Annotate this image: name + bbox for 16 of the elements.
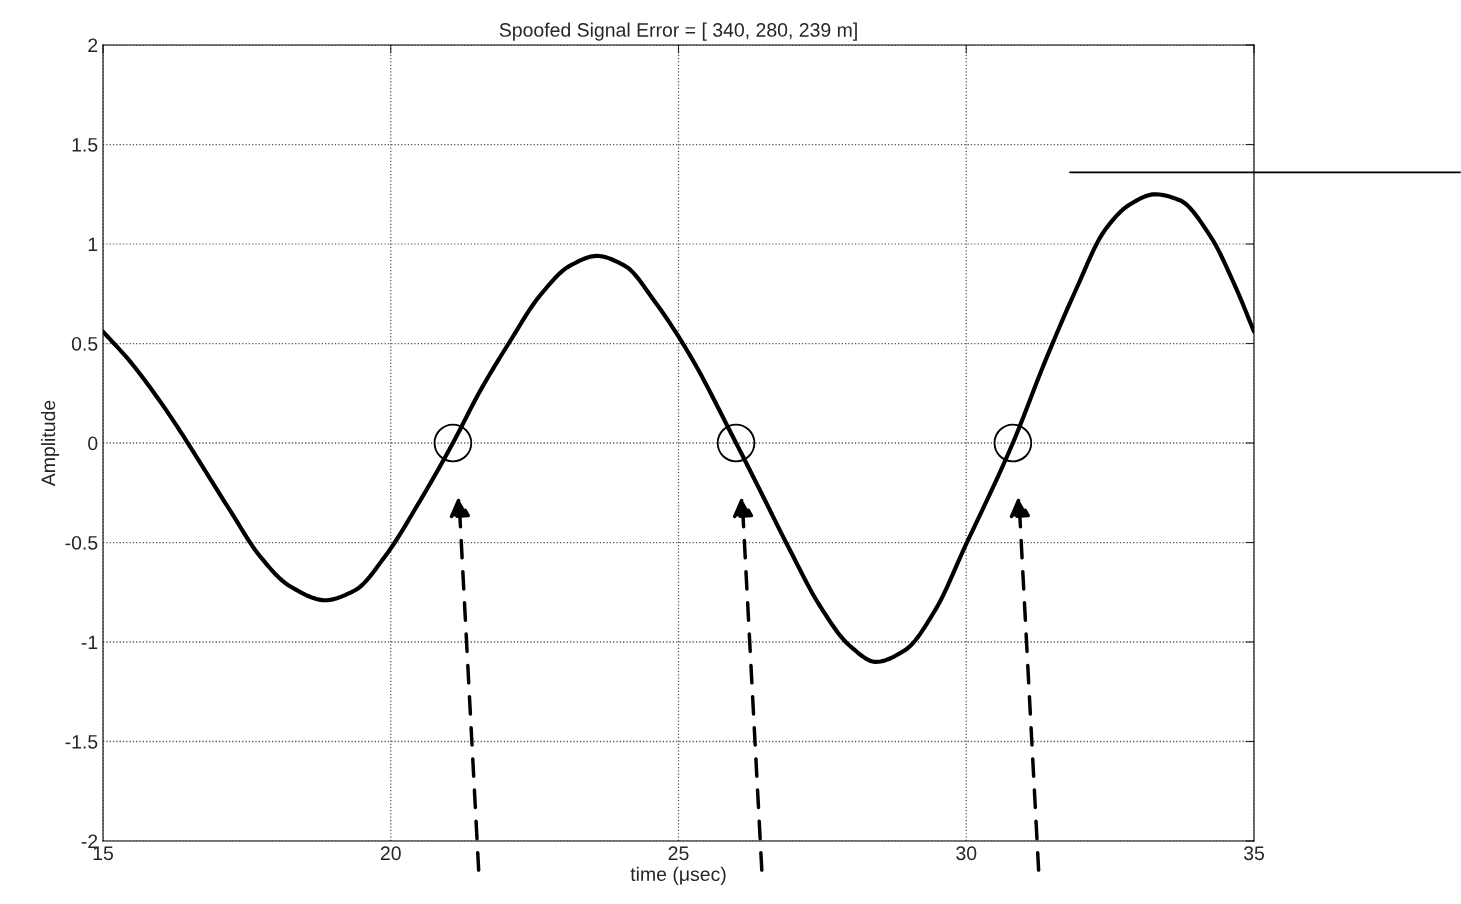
x-tick-label: 25 (668, 846, 689, 861)
x-axis-title: time (μsec) (630, 866, 726, 885)
chart-title: Spoofed Signal Error = [ 340, 280, 239 m] (499, 22, 857, 41)
y-tick-label: -1 (81, 635, 98, 650)
y-tick-label: 2 (88, 38, 98, 53)
x-tick-label: 30 (956, 846, 977, 861)
y-axis-title: Amplitude (40, 400, 60, 487)
x-tick-label: 35 (1243, 846, 1264, 861)
y-tick-label: 0.5 (71, 336, 98, 351)
y-tick-label: 1.5 (72, 138, 98, 152)
y-tick-label: 0 (88, 436, 98, 451)
y-tick-label: -1.5 (65, 735, 98, 749)
y-tick-label: -0.5 (65, 535, 98, 550)
x-tick-label: 15 (93, 846, 113, 861)
x-tick-label: 20 (380, 846, 401, 861)
y-tick-label: 1 (88, 237, 98, 252)
